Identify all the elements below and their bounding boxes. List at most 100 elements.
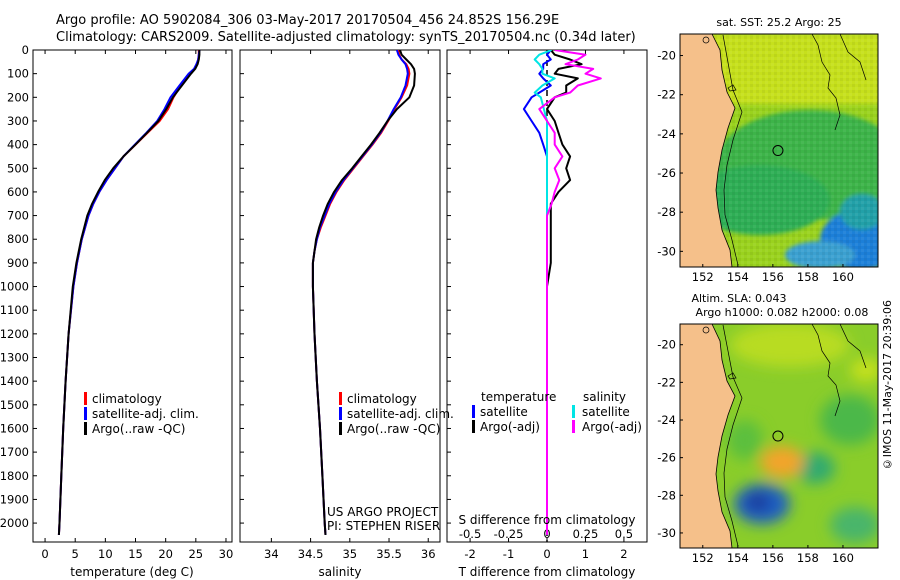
sla-eddy-anticyclonic bbox=[760, 446, 804, 478]
depth-tick-label: 1000 bbox=[0, 280, 29, 294]
x-tick-label: -1 bbox=[503, 547, 514, 561]
sla-map-frame bbox=[679, 323, 879, 549]
series-line-climatology bbox=[57, 50, 200, 535]
x-tick-label: -2 bbox=[464, 547, 475, 561]
salinity-legend: climatology satellite-adj. clim. Argo(..… bbox=[339, 392, 454, 436]
argo-position-marker bbox=[772, 145, 784, 157]
x-tick-label: 36 bbox=[421, 547, 436, 561]
legend-label-climatology: climatology bbox=[92, 392, 162, 406]
depth-tick-label: 1200 bbox=[0, 327, 29, 341]
series-line-climatology bbox=[311, 50, 411, 535]
map-y-tick-label: -20 bbox=[657, 338, 676, 352]
x-tick-label: 34.5 bbox=[298, 547, 324, 561]
difference-lines bbox=[522, 50, 602, 542]
project-annotation: US ARGO PROJECT bbox=[327, 505, 439, 519]
legend-label-argo: Argo(..raw -QC) bbox=[92, 422, 185, 436]
map-y-tick-label: -30 bbox=[657, 244, 676, 258]
plot-title-line2: Climatology: CARS2009. Satellite-adjuste… bbox=[56, 30, 636, 45]
map-x-tick-label: 156 bbox=[762, 551, 784, 565]
map-y-tick-label: -28 bbox=[657, 205, 676, 219]
x-tick-label: 25 bbox=[188, 547, 203, 561]
map-x-tick-label: 160 bbox=[832, 270, 854, 284]
depth-tick-label: 700 bbox=[7, 209, 29, 223]
map-y-tick-label: -20 bbox=[657, 49, 676, 63]
copyright-timestamp: ©IMOS 11-May-2017 20:39:06 bbox=[881, 300, 894, 471]
depth-axis: 0 100 200 300 400 500 600 700 800 900 1000 1100 1200… bbox=[0, 43, 451, 530]
sst-map-title: sat. SST: 25.2 Argo: 25 bbox=[716, 16, 841, 29]
legend-label-s-argo: Argo(-adj) bbox=[582, 420, 642, 434]
reef-contour bbox=[811, 324, 841, 417]
legend-label-climatology: climatology bbox=[347, 392, 417, 406]
temperature-lines bbox=[57, 50, 201, 535]
map-y-tick-label: -30 bbox=[657, 526, 676, 540]
sla-map-subtitle: Argo h1000: 0.082 h2000: 0.08 bbox=[696, 306, 869, 319]
legend-swatch-s-argo bbox=[572, 420, 575, 433]
salinity-x-axis: 34 34.5 35 35.5 36 bbox=[264, 50, 436, 561]
legend-label-satellite: satellite-adj. clim. bbox=[347, 407, 454, 421]
series-line-argo-raw-qc- bbox=[311, 50, 416, 535]
shelf-contour bbox=[722, 34, 743, 266]
legend-swatch-satellite bbox=[339, 407, 342, 420]
sla-map bbox=[680, 324, 878, 548]
series-line-s-satellite bbox=[533, 50, 556, 535]
map-x-tick-label: 160 bbox=[832, 551, 854, 565]
x-tick-label: 15 bbox=[128, 547, 143, 561]
depth-tick-label: 1300 bbox=[0, 351, 29, 365]
difference-legend-salinity: salinity satellite Argo(-adj) bbox=[572, 390, 642, 434]
legend-swatch-satellite bbox=[84, 407, 87, 420]
map-y-tick-label: -28 bbox=[657, 488, 676, 502]
island-marker bbox=[727, 372, 737, 380]
series-line-t-argo-adj- bbox=[546, 50, 583, 535]
series-line-satellite-adj-clim- bbox=[311, 50, 409, 535]
sla-high-zone bbox=[730, 324, 850, 367]
legend-swatch-t-satellite bbox=[472, 405, 475, 418]
depth-tick-label: 1600 bbox=[0, 421, 29, 435]
map-y-tick-label: -24 bbox=[657, 413, 676, 427]
legend-swatch-climatology bbox=[339, 392, 342, 405]
sst-map-axes: 152 154 156 158 160 -20 -22 -24 -26 -28 -30 bbox=[657, 49, 854, 284]
map-x-tick-label: 152 bbox=[692, 551, 714, 565]
depth-tick-label: 600 bbox=[7, 185, 29, 199]
argo-position-marker bbox=[772, 430, 784, 442]
depth-tick-label: 1900 bbox=[0, 492, 29, 506]
island-marker bbox=[702, 326, 710, 334]
legend-swatch-argo bbox=[339, 422, 342, 435]
series-line-satellite-adj-clim- bbox=[57, 50, 201, 535]
legend-label-t-satellite: satellite bbox=[480, 405, 528, 419]
sst-map bbox=[680, 34, 878, 267]
map-y-tick-label: -26 bbox=[657, 451, 676, 465]
temperature-xlabel: temperature (deg C) bbox=[70, 565, 193, 579]
legend-label-argo: Argo(..raw -QC) bbox=[347, 422, 440, 436]
australia-land bbox=[680, 324, 736, 548]
depth-tick-label: 800 bbox=[7, 232, 29, 246]
depth-tick-label: 500 bbox=[7, 161, 29, 175]
depth-tick-label: 1800 bbox=[0, 469, 29, 483]
x-tick-label: 30 bbox=[219, 547, 234, 561]
depth-tick-label: 1500 bbox=[0, 398, 29, 412]
temperature-panel-frame bbox=[32, 49, 233, 543]
sla-low-zone-3 bbox=[830, 507, 878, 543]
map-y-tick-label: -22 bbox=[657, 88, 676, 102]
australia-land bbox=[680, 34, 736, 267]
legend-label-s-satellite: satellite bbox=[582, 405, 630, 419]
legend-swatch-s-satellite bbox=[572, 405, 575, 418]
island-marker bbox=[727, 84, 737, 92]
pi-annotation: PI: STEPHEN RISER bbox=[327, 519, 440, 533]
temperature-x-axis: 0 5 10 15 20 25 30 bbox=[41, 50, 233, 561]
temperature-legend: climatology satellite-adj. clim. Argo(..… bbox=[84, 392, 199, 436]
x-tick-label: 34 bbox=[264, 547, 279, 561]
s-difference-tick-label: 0.25 bbox=[573, 527, 599, 541]
reef-contour-2 bbox=[839, 324, 867, 369]
series-line-s-argo-adj- bbox=[538, 50, 602, 535]
depth-tick-label: 1700 bbox=[0, 445, 29, 459]
depth-tick-label: 200 bbox=[7, 90, 29, 104]
x-tick-label: 2 bbox=[620, 547, 627, 561]
sla-low-zone bbox=[820, 395, 878, 445]
plot-title-line1: Argo profile: AO 5902084_306 03-May-2017… bbox=[56, 13, 560, 28]
x-tick-label: 35 bbox=[342, 547, 357, 561]
depth-tick-label: 300 bbox=[7, 114, 29, 128]
salinity-xlabel: salinity bbox=[318, 565, 361, 579]
reef-contour bbox=[811, 34, 841, 131]
